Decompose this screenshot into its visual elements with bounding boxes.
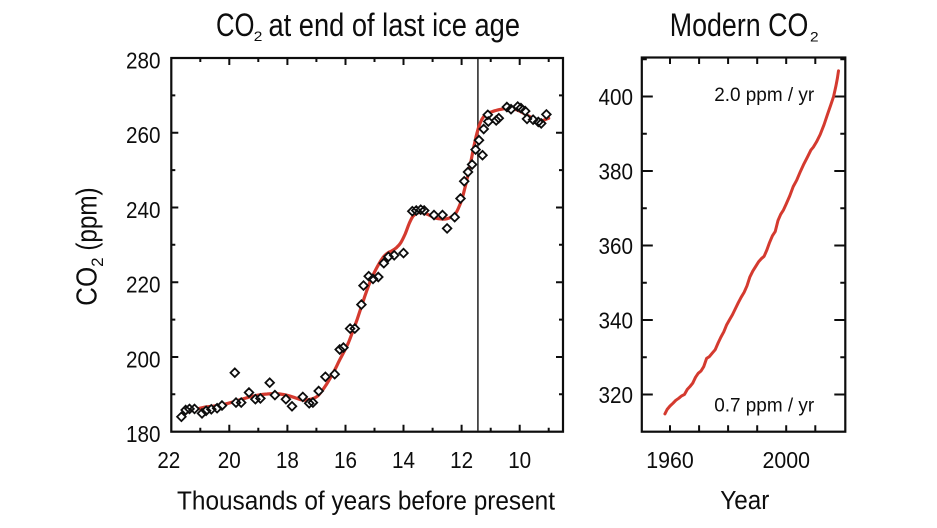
svg-text:280: 280 (126, 48, 161, 74)
svg-text:400: 400 (599, 84, 634, 110)
svg-text:Modern CO: Modern CO (670, 7, 809, 43)
svg-text:1960: 1960 (646, 447, 694, 473)
svg-text:360: 360 (599, 233, 634, 259)
svg-text:14: 14 (392, 447, 415, 473)
svg-text:320: 320 (599, 382, 634, 408)
svg-text:380: 380 (599, 159, 634, 185)
svg-text:180: 180 (126, 421, 161, 447)
svg-text:12: 12 (450, 447, 473, 473)
svg-text:16: 16 (334, 447, 357, 473)
svg-text:220: 220 (126, 272, 161, 298)
svg-text:340: 340 (599, 308, 634, 334)
svg-text:Year: Year (720, 487, 769, 515)
svg-text:260: 260 (126, 122, 161, 148)
svg-text:2000: 2000 (762, 447, 810, 473)
svg-text:CO2 (ppm): CO2 (ppm) (72, 187, 108, 305)
svg-text:200: 200 (126, 346, 161, 372)
svg-text:240: 240 (126, 197, 161, 223)
svg-text:at end of last ice age: at end of last ice age (269, 7, 521, 43)
svg-text:2: 2 (810, 30, 819, 45)
svg-text:18: 18 (276, 447, 299, 473)
svg-text:Thousands of years before pres: Thousands of years before present (177, 487, 555, 515)
svg-text:2.0 ppm / yr: 2.0 ppm / yr (714, 85, 815, 106)
svg-text:2: 2 (254, 29, 263, 44)
svg-text:20: 20 (218, 447, 241, 473)
svg-text:CO: CO (216, 7, 255, 43)
svg-text:0.7 ppm / yr: 0.7 ppm / yr (714, 395, 815, 416)
svg-text:10: 10 (508, 447, 531, 473)
svg-text:22: 22 (157, 447, 180, 473)
